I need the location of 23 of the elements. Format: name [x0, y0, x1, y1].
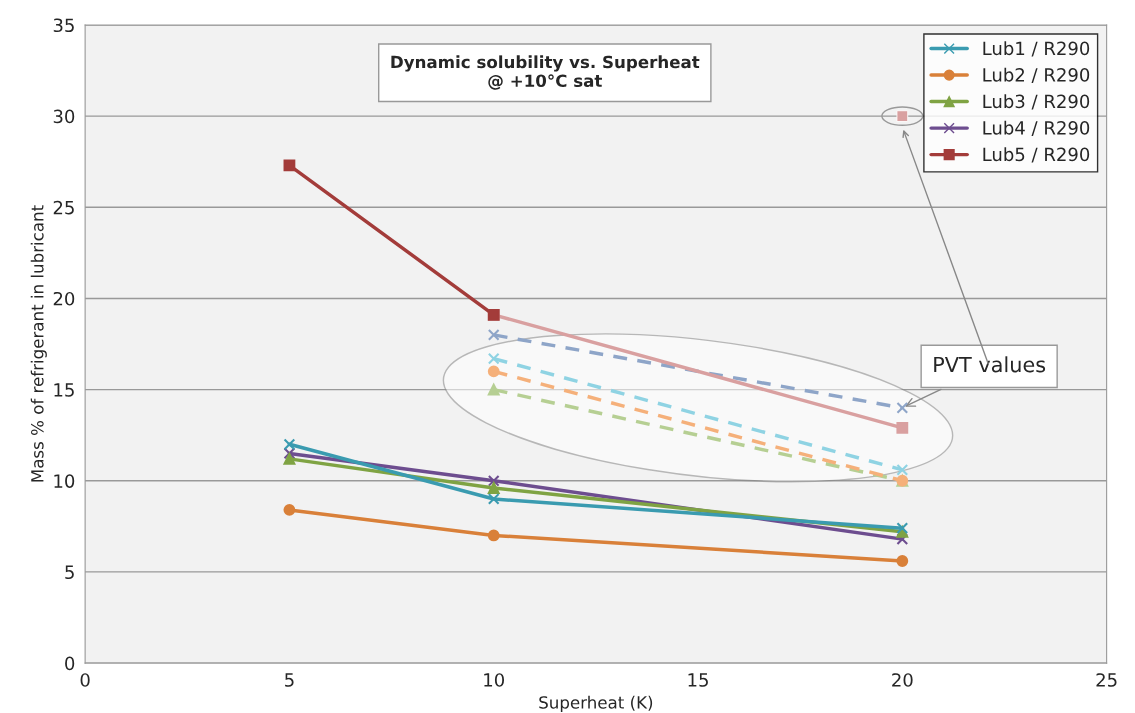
legend-label: Lub3 / R290: [983, 94, 1090, 110]
legend-label: Lub1 / R290: [983, 41, 1090, 57]
x-tick-label: 10: [484, 673, 505, 687]
y-tick-label: 10: [54, 474, 75, 488]
annotation: PVT values: [934, 356, 1046, 373]
text: Dynamic solubility vs. Superheat @ +10°C sat: [391, 55, 700, 90]
y-tick-label: 5: [65, 565, 74, 580]
y-axis-title: Mass % of refrigerant in lubricant: [30, 205, 47, 482]
x-tick-label: 20: [892, 673, 913, 687]
y-tick-label: 30: [53, 109, 75, 124]
y-tick-label: 15: [54, 383, 74, 397]
y-tick-label: 20: [53, 291, 75, 306]
legend-label: Lub5 / R290: [983, 147, 1090, 163]
legend-label: Lub4 / R290: [983, 120, 1090, 137]
y-tick-label: 35: [53, 18, 74, 33]
x-tick-label: 15: [688, 673, 708, 687]
x-axis-title: Superheat (K): [539, 695, 653, 712]
x-tick-label: 0: [80, 673, 90, 687]
x-tick-label: 5: [285, 673, 294, 687]
y-tick-label: 0: [65, 656, 75, 671]
legend-label: Lub2 / R290: [983, 67, 1090, 84]
y-tick-label: 25: [53, 200, 74, 215]
x-tick-label: 25: [1096, 673, 1117, 687]
